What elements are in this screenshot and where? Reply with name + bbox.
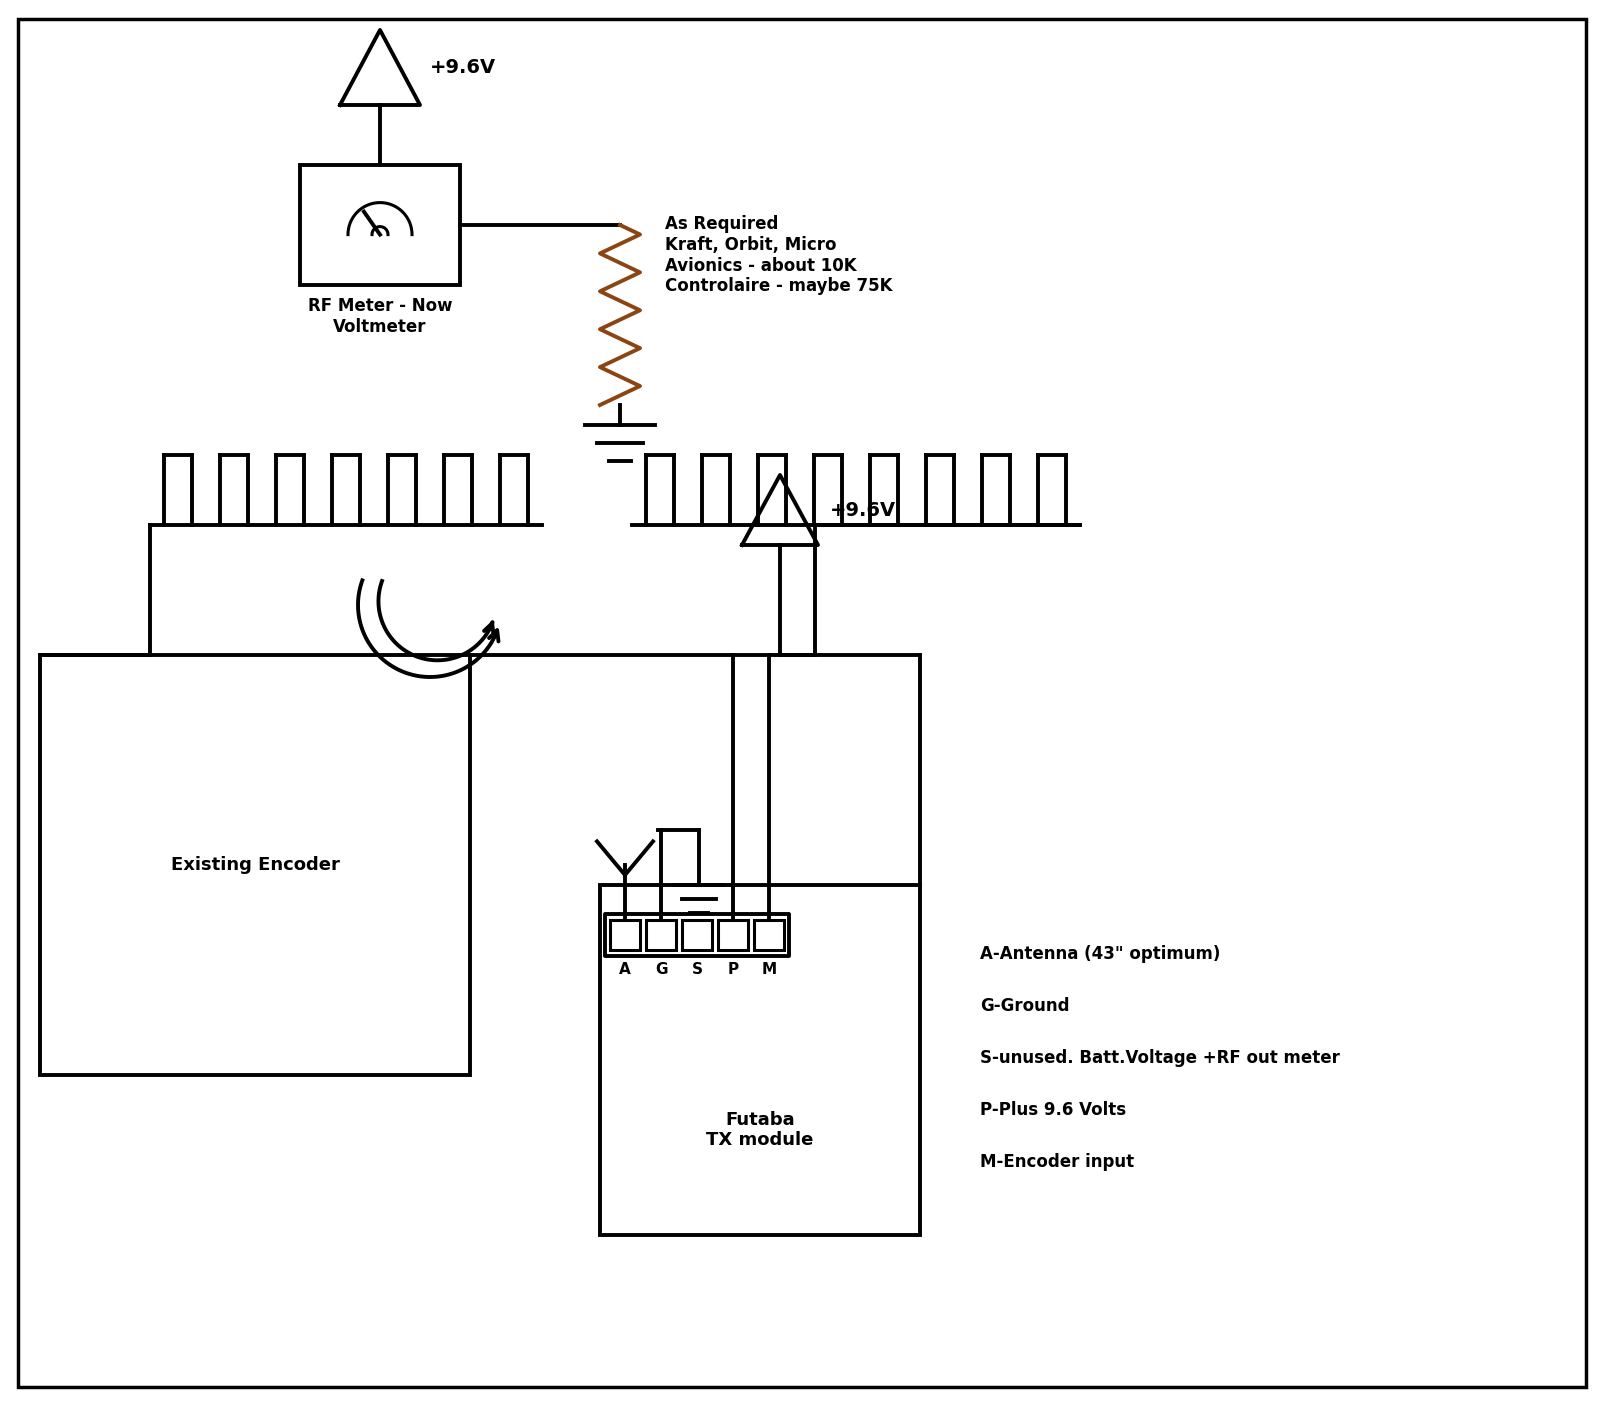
Bar [645,920,676,950]
Text: G: G [655,962,668,976]
Text: S: S [692,962,703,976]
Text: M-Encoder input: M-Encoder input [981,1154,1135,1170]
Bar [754,920,783,950]
Text: S-unused. Batt.Voltage +RF out meter: S-unused. Batt.Voltage +RF out meter [981,1050,1340,1066]
Bar [300,164,461,285]
Bar [717,920,748,950]
Text: A: A [620,962,631,976]
Text: P-Plus 9.6 Volts: P-Plus 9.6 Volts [981,1102,1127,1118]
Bar [600,885,920,1235]
Bar [605,915,790,955]
Bar [610,920,640,950]
Text: P: P [727,962,738,976]
Text: +9.6V: +9.6V [430,58,496,77]
Bar [40,655,470,1075]
Text: +9.6V: +9.6V [830,500,896,520]
Text: RF Meter - Now
Voltmeter: RF Meter - Now Voltmeter [308,296,453,336]
Text: M: M [761,962,777,976]
Text: Futaba
TX module: Futaba TX module [706,1110,814,1149]
Text: A-Antenna (43" optimum): A-Antenna (43" optimum) [981,946,1220,962]
Text: Existing Encoder: Existing Encoder [170,856,339,874]
Text: As Required
Kraft, Orbit, Micro
Avionics - about 10K
Controlaire - maybe 75K: As Required Kraft, Orbit, Micro Avionics… [664,215,892,295]
Bar [682,920,713,950]
Text: G-Ground: G-Ground [981,998,1069,1014]
